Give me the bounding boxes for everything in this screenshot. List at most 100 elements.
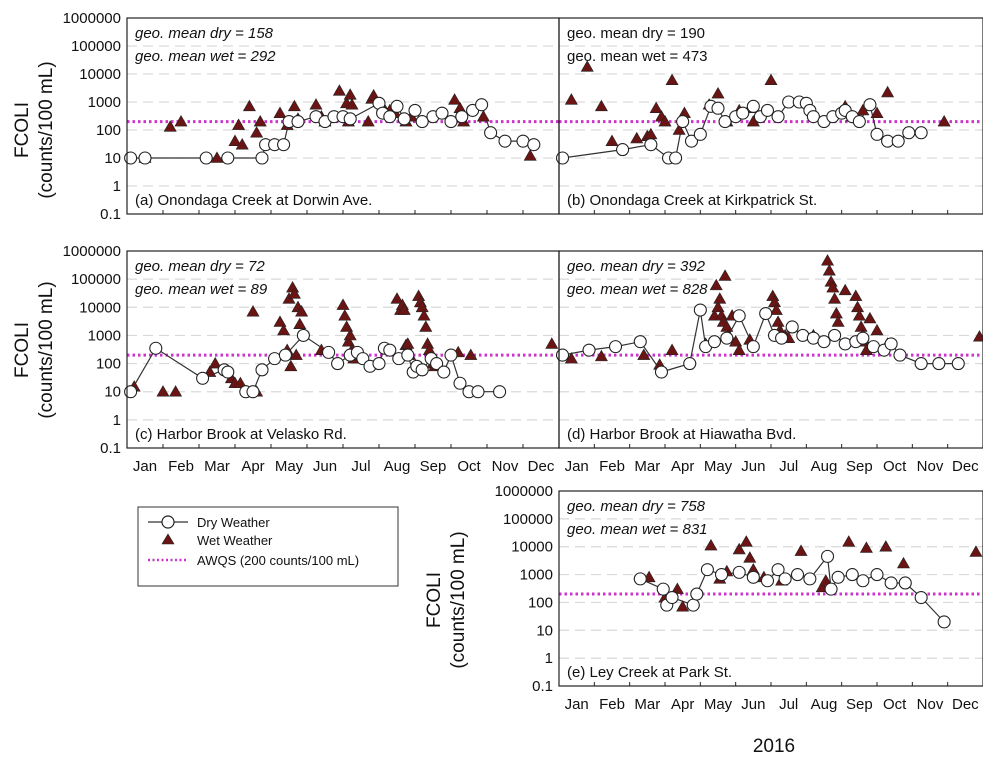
legend-wet-label: Wet Weather bbox=[197, 533, 273, 548]
wet-point-a bbox=[476, 110, 490, 122]
wet-point-a bbox=[253, 114, 267, 127]
dry-point-c bbox=[296, 328, 310, 342]
wet-point-b bbox=[881, 85, 895, 98]
wet-point-a bbox=[235, 138, 249, 150]
dry-point-c bbox=[322, 345, 336, 359]
dry-point-a bbox=[484, 126, 498, 140]
dry-point-d bbox=[828, 328, 842, 342]
wet-point-d bbox=[771, 315, 785, 327]
y-tick-label-e: 10000 bbox=[511, 539, 553, 556]
dry-point-c bbox=[221, 365, 235, 379]
x-tick-label-c: Mar bbox=[204, 458, 230, 475]
dry-point-d bbox=[759, 306, 773, 321]
wet-point-c bbox=[156, 385, 170, 397]
x-tick-label-d: Sep bbox=[846, 458, 873, 475]
wet-point-c bbox=[293, 317, 307, 330]
geo-mean-wet-a: geo. mean wet = 292 bbox=[135, 48, 276, 65]
panel-title-c: (c) Harbor Brook at Velasko Rd. bbox=[135, 426, 347, 443]
x-tick-label-c: Nov bbox=[492, 458, 519, 475]
dry-point-d bbox=[796, 328, 810, 342]
y-tick-label-a: 0.1 bbox=[100, 206, 121, 223]
legend-box bbox=[137, 506, 399, 587]
dry-point-c bbox=[453, 376, 467, 390]
wet-point-a bbox=[210, 151, 224, 163]
wet-point-c bbox=[419, 320, 433, 332]
dry-point-e bbox=[732, 565, 746, 579]
wet-point-c bbox=[277, 323, 291, 336]
dry-point-d bbox=[932, 357, 946, 371]
wet-point-c bbox=[273, 315, 287, 327]
wet-point-a bbox=[523, 149, 537, 161]
wet-point-c bbox=[340, 320, 354, 332]
wet-point-e bbox=[732, 542, 746, 555]
dry-point-b bbox=[684, 134, 699, 148]
panel-title-b: (b) Onondaga Creek at Kirkpatrick St. bbox=[567, 192, 817, 209]
dry-point-e bbox=[686, 598, 700, 612]
dry-point-c bbox=[471, 385, 485, 399]
x-tick-label-d: Jul bbox=[779, 458, 798, 475]
wet-point-d bbox=[822, 264, 836, 276]
dry-point-d bbox=[707, 335, 722, 349]
x-tick-label-d: Mar bbox=[634, 458, 660, 475]
dry-point-b bbox=[746, 99, 760, 113]
wet-point-d bbox=[637, 348, 651, 360]
x-tick-label-c: Oct bbox=[457, 458, 481, 475]
y-tick-label-e: 1000 bbox=[520, 567, 553, 584]
dry-point-b bbox=[555, 151, 570, 165]
wet-point-a bbox=[309, 98, 323, 110]
y-axis-title-top-3: FCOLI bbox=[424, 572, 445, 628]
dry-point-e bbox=[870, 568, 884, 582]
wet-point-e bbox=[676, 600, 690, 612]
dry-point-c bbox=[430, 357, 444, 371]
wet-point-a bbox=[273, 106, 287, 118]
dry-point-a bbox=[455, 110, 469, 124]
wet-point-c bbox=[246, 305, 260, 317]
dry-point-b bbox=[914, 126, 928, 140]
dry-point-d bbox=[654, 365, 669, 379]
dry-point-c bbox=[415, 363, 429, 377]
wet-point-d bbox=[838, 283, 852, 296]
dry-point-e bbox=[845, 568, 859, 582]
legend-wet-marker bbox=[161, 533, 175, 545]
x-tick-label-d: May bbox=[704, 458, 733, 475]
legend: Dry Weather Wet Weather AWQS (200 counts… bbox=[137, 506, 399, 587]
dry-point-c bbox=[401, 348, 415, 362]
wet-point-a bbox=[448, 93, 462, 105]
y-tick-label-a: 1000 bbox=[88, 94, 121, 111]
wet-point-e bbox=[969, 545, 983, 557]
x-tick-label-e: May bbox=[704, 696, 733, 713]
wet-point-d bbox=[713, 292, 727, 304]
wet-point-b bbox=[764, 73, 778, 86]
dry-point-d bbox=[884, 337, 898, 351]
x-tick-label-d: Apr bbox=[671, 458, 694, 475]
dry-point-c bbox=[372, 357, 386, 371]
dry-point-a bbox=[255, 151, 269, 165]
wet-point-d bbox=[709, 278, 723, 291]
dry-point-d bbox=[555, 348, 570, 362]
x-tick-label-e: Oct bbox=[883, 696, 907, 713]
dry-point-a bbox=[408, 103, 422, 117]
wet-point-e bbox=[896, 556, 911, 569]
dry-point-e bbox=[856, 574, 870, 588]
y-tick-label-c: 1000000 bbox=[63, 243, 121, 260]
dry-point-d bbox=[633, 335, 647, 349]
dry-point-a bbox=[475, 98, 489, 112]
x-tick-label-e: Feb bbox=[599, 696, 625, 713]
wet-point-c bbox=[397, 303, 411, 315]
wet-point-d bbox=[972, 330, 983, 342]
y-tick-label-c: 1 bbox=[113, 412, 121, 429]
y-tick-label-c: 10 bbox=[104, 384, 121, 401]
dry-point-c bbox=[149, 341, 163, 355]
wet-point-e bbox=[859, 541, 873, 553]
wet-point-b bbox=[564, 93, 578, 105]
y-tick-label-c: 1000 bbox=[88, 327, 121, 344]
y-tick-label-a: 10 bbox=[104, 150, 121, 167]
dry-point-a bbox=[390, 99, 404, 113]
x-tick-label-e: Sep bbox=[846, 696, 873, 713]
y-tick-label-e: 100000 bbox=[503, 511, 553, 528]
x-tick-label-d: Aug bbox=[811, 458, 838, 475]
wet-point-d bbox=[831, 315, 845, 327]
wet-point-d bbox=[851, 300, 865, 313]
wet-point-e bbox=[670, 582, 684, 594]
